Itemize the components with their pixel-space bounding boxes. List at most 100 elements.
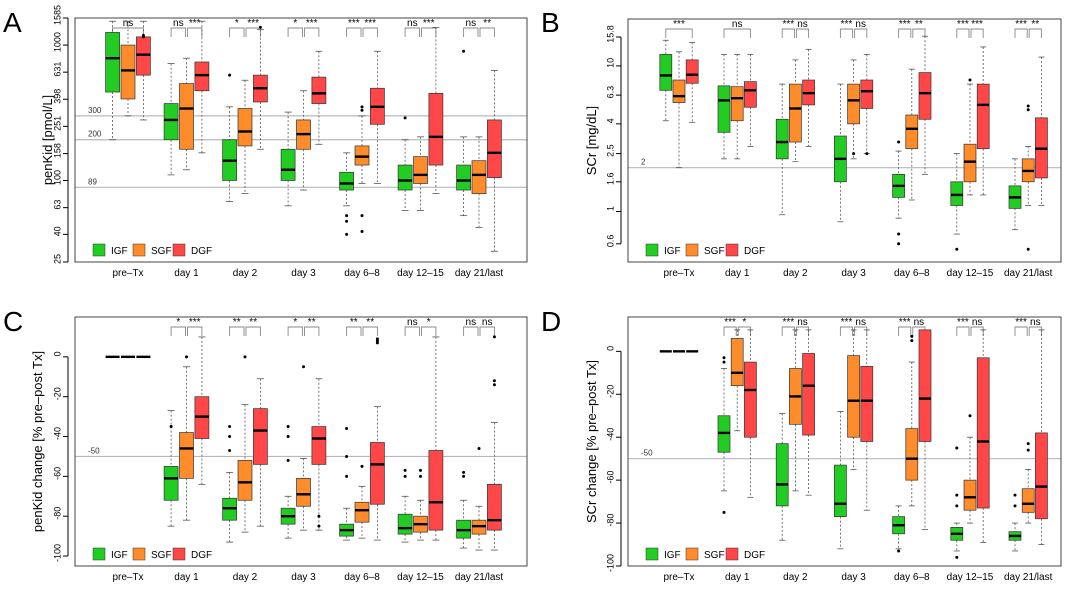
outlier-point (1026, 442, 1030, 446)
y-tick-label: -20 (605, 385, 615, 398)
significance-label: *** (971, 19, 983, 30)
significance-label: *** (957, 19, 969, 30)
y-tick-label: 15.8 (605, 25, 615, 43)
box-group: day 6–8 *** *** (339, 18, 385, 279)
box-igf (834, 464, 847, 517)
box-dgf (1035, 432, 1048, 520)
x-tick-label: pre–Tx (112, 268, 143, 279)
significance-bracket (795, 28, 810, 38)
box-dgf (311, 426, 327, 465)
box-sgf (730, 86, 744, 122)
significance-bracket (912, 28, 926, 38)
box-group: day 3* *** (280, 18, 327, 279)
box-dgf (976, 357, 990, 509)
significance-bracket (1028, 28, 1042, 38)
significance-label: ns (972, 317, 983, 328)
box-sgf (179, 83, 194, 150)
x-tick-label: day 21/last (1004, 268, 1053, 279)
y-axis-title: penKid change [% pre–post Tx] (30, 351, 45, 532)
outlier-point (228, 448, 232, 452)
y-tick-label: -80 (52, 507, 62, 520)
box-igf (717, 85, 731, 133)
outlier-point (1026, 448, 1030, 452)
significance-bracket (839, 326, 854, 336)
box-group: day 3 *** ns (834, 19, 874, 279)
y-tick-label: 1 (605, 206, 615, 211)
box-sgf (963, 479, 977, 511)
legend-label: IGF (664, 550, 681, 561)
significance-label: *** (899, 317, 911, 328)
significance-label: *** (899, 19, 911, 30)
x-tick-label: day 21/last (455, 268, 504, 279)
x-tick-label: day 3 (841, 268, 866, 279)
box-dgf (311, 76, 327, 104)
significance-bracket (970, 28, 984, 38)
plot-frame (627, 18, 1062, 263)
outlier-point (865, 152, 869, 156)
x-tick-label: day 6–8 (344, 268, 380, 279)
box-sgf (672, 79, 686, 103)
outlier-point (462, 49, 466, 53)
y-tick-label: 1000 (52, 32, 62, 52)
significance-bracket (479, 27, 495, 37)
legend-label: DGF (191, 246, 212, 257)
outlier-point (910, 334, 914, 338)
y-tick-label: 251 (52, 116, 62, 131)
outlier-point (360, 229, 364, 233)
significance-bracket (170, 27, 186, 37)
legend-swatch-igf (92, 547, 106, 561)
legend-swatch-igf (645, 243, 659, 257)
box-sgf (963, 143, 977, 183)
significance-bracket (404, 27, 420, 37)
significance-bracket (854, 28, 868, 38)
significance-label: * (176, 317, 180, 328)
box-group: day 21/last ns ** (455, 18, 504, 279)
significance-bracket (839, 28, 854, 38)
box-sgf (237, 460, 253, 501)
box-group: day 21/last ns ns (455, 317, 504, 583)
y-tick-label: 158 (52, 143, 62, 158)
x-tick-label: day 1 (174, 268, 199, 279)
y-tick-label: -100 (605, 554, 615, 572)
significance-label: ns (1030, 317, 1041, 328)
outlier-point (897, 232, 901, 236)
reference-line-label: 200 (88, 130, 102, 139)
outlier-point (968, 78, 972, 82)
legend-label: IGF (111, 246, 128, 257)
box-sgf (789, 83, 802, 143)
box-dgf (194, 61, 210, 92)
significance-bracket (898, 28, 912, 38)
box-dgf (487, 119, 502, 178)
significance-bracket (1028, 326, 1042, 336)
outlier-point (345, 214, 349, 218)
significance-bracket (229, 27, 245, 37)
significance-bracket (229, 326, 245, 336)
y-tick-label: 0.6 (605, 235, 615, 248)
significance-label: * (427, 317, 431, 328)
significance-bracket (1014, 28, 1028, 38)
x-tick-label: day 21/last (455, 572, 504, 583)
y-tick-label: 25 (52, 254, 62, 264)
significance-label: *** (1015, 19, 1027, 30)
significance-bracket (421, 27, 437, 37)
outlier-point (286, 435, 290, 439)
significance-label: * (293, 317, 297, 328)
x-tick-label: pre–Tx (112, 572, 143, 583)
plot-frame (74, 316, 528, 567)
x-tick-label: day 6–8 (344, 572, 380, 583)
box-dgf (744, 81, 757, 108)
significance-label: * (293, 18, 297, 29)
outlier-point (360, 214, 364, 218)
significance-bracket (304, 27, 320, 37)
box-igf (339, 171, 354, 191)
y-tick-label: 0 (52, 351, 62, 356)
legend-swatch-sgf (132, 547, 146, 561)
outlier-point (477, 446, 481, 450)
x-tick-label: day 12–15 (397, 572, 444, 583)
outlier-point (286, 425, 290, 429)
box-dgf (370, 442, 385, 505)
x-tick-label: day 12–15 (397, 268, 444, 279)
outlier-point (302, 365, 305, 369)
box-sgf (905, 114, 919, 150)
y-tick-label: 40 (52, 226, 62, 236)
